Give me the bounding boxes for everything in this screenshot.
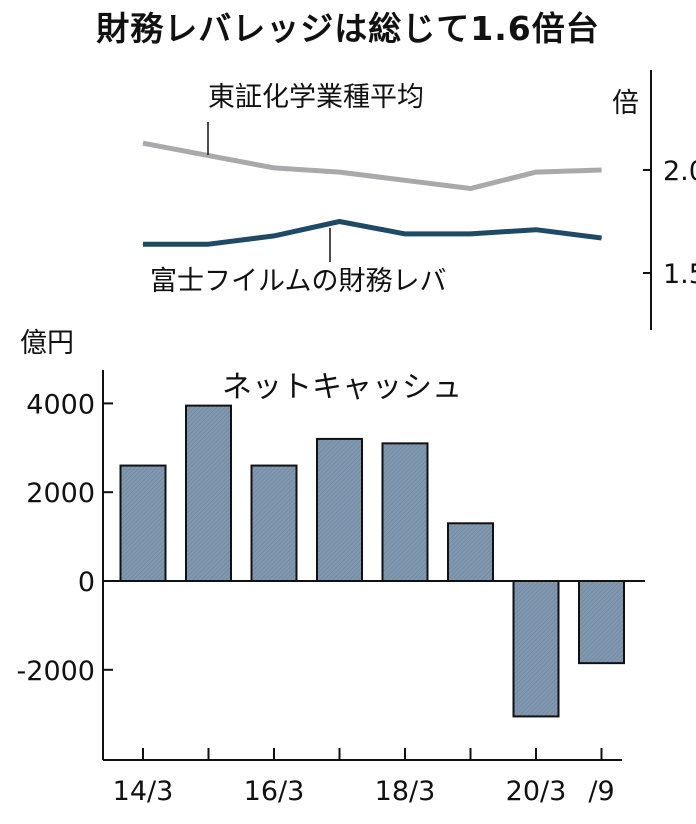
- net-cash-bar-chart: 億円 ネットキャッシュ 4000 2000 0 -2000 14/3 16/3 18/3 2…: [17, 328, 645, 807]
- bar-20-3: [512, 580, 560, 718]
- series-point: [601, 237, 602, 239]
- bar-17-3: [316, 437, 363, 583]
- net-cash-y-tick-label: -2000: [17, 656, 95, 687]
- leverage-y-tick-label: 2.00: [663, 156, 696, 187]
- series-point: [339, 171, 340, 173]
- bar-15-3: [185, 404, 232, 582]
- series-point: [339, 221, 340, 222]
- bar-18-3: [381, 442, 429, 582]
- series-label-fujifilm: 富士フイルムの財務レバ: [150, 266, 446, 297]
- series-line-tosho-chemical-average: [142, 140, 602, 191]
- bar-16-3: [250, 464, 298, 582]
- net-cash-y-tick-label: 0: [78, 567, 95, 598]
- leverage-line-chart: 倍 2.00 1.50 東証化学業種平均 富士フイルムの財務レバ: [142, 70, 696, 330]
- x-tick-label: 18/3: [375, 776, 436, 807]
- series-line-fujifilm-leverage: [143, 219, 602, 247]
- bar-14-3: [119, 464, 167, 582]
- series-point: [208, 243, 209, 245]
- series-point: [535, 171, 537, 173]
- series-point: [404, 233, 406, 235]
- series-label-average: 東証化学業種平均: [208, 82, 424, 113]
- series-point: [404, 179, 406, 181]
- series-point: [273, 235, 275, 237]
- x-tick-label: 16/3: [244, 776, 305, 807]
- series-point: [273, 167, 275, 169]
- series-point: [535, 229, 537, 231]
- series-point: [601, 169, 602, 171]
- leverage-y-tick-label: 1.50: [663, 259, 696, 290]
- net-cash-y-tick-label: 4000: [26, 389, 95, 420]
- series-point: [470, 188, 471, 190]
- x-tick-label: 14/3: [113, 776, 174, 807]
- x-tick-label: /9: [588, 776, 614, 807]
- bar-19-3: [447, 522, 494, 583]
- series-point: [142, 243, 144, 245]
- bar--9: [578, 580, 625, 665]
- leverage-unit-label: 倍: [612, 88, 639, 119]
- series-point: [208, 155, 209, 157]
- series-point: [470, 233, 471, 235]
- chart-title: 財務レバレッジは総じて1.6倍台: [96, 9, 600, 48]
- net-cash-unit-label: 億円: [20, 328, 74, 359]
- net-cash-title: ネットキャッシュ: [222, 370, 462, 405]
- net-cash-y-tick-label: 2000: [26, 478, 95, 509]
- x-tick-label: 20/3: [506, 776, 567, 807]
- series-point: [142, 142, 144, 144]
